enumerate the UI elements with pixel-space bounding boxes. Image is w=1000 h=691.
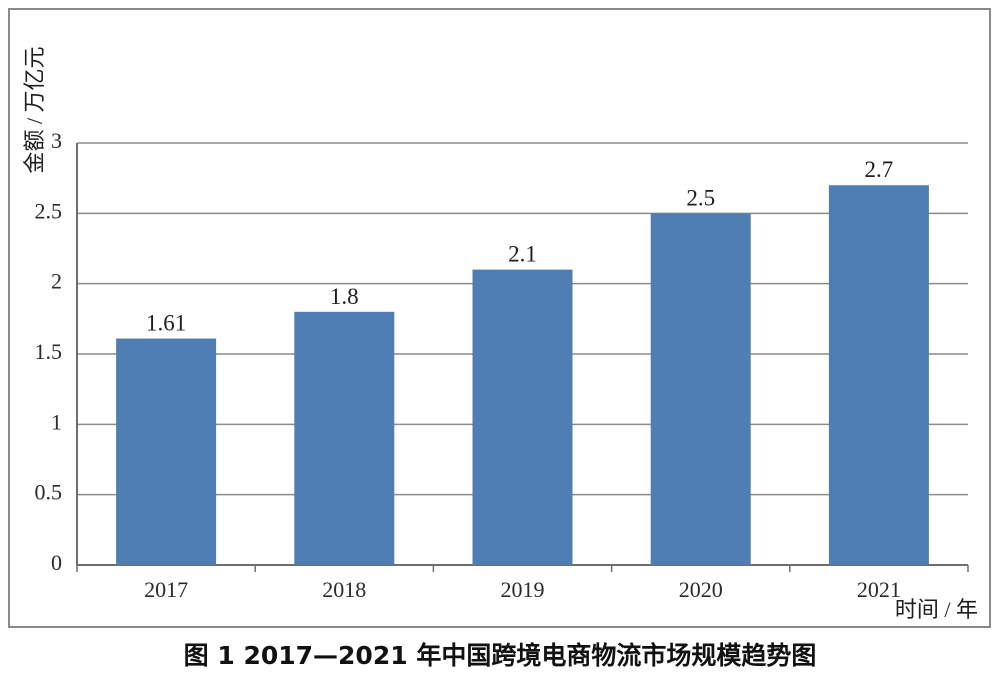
data-label-2017: 1.61 bbox=[146, 311, 186, 336]
y-tick-label: 1.5 bbox=[35, 339, 63, 364]
chart-frame: 1.61 1.8 2.1 2.5 2.7 0 0.5 1 1.5 2 2.5 3 2017 2018 2… bbox=[8, 8, 991, 628]
y-tick-labels: 0 0.5 1 1.5 2 2.5 3 bbox=[35, 128, 63, 575]
data-labels: 1.61 1.8 2.1 2.5 2.7 bbox=[146, 157, 893, 335]
bar-2018 bbox=[294, 311, 395, 565]
y-axis-title: 金额 / 万亿元 bbox=[22, 46, 47, 173]
y-tick-label: 0.5 bbox=[35, 480, 63, 505]
x-axis-title: 时间 / 年 bbox=[895, 597, 978, 622]
x-tick-labels: 2017 2018 2019 2020 2021 bbox=[144, 577, 901, 602]
y-tick-label: 3 bbox=[51, 128, 62, 153]
bar-chart: 1.611.82.12.52.7 00.511.522.53 2017 2018 2… bbox=[22, 46, 978, 622]
y-tick-label: 2 bbox=[51, 269, 62, 294]
y-tick-label: 0 bbox=[51, 550, 62, 575]
x-tick-label: 2020 bbox=[679, 577, 723, 602]
y-tick-label: 1 bbox=[51, 409, 62, 434]
data-label-2021: 2.7 bbox=[865, 157, 894, 182]
x-tick-label: 2019 bbox=[501, 577, 545, 602]
bar-2020 bbox=[650, 213, 751, 566]
bar-2019 bbox=[472, 269, 573, 565]
data-label-2020: 2.5 bbox=[686, 185, 715, 210]
x-tick-label: 2021 bbox=[857, 577, 901, 602]
data-label-2019: 2.1 bbox=[508, 242, 537, 267]
figure-caption: 图 1 2017—2021 年中国跨境电商物流市场规模趋势图 bbox=[183, 641, 817, 670]
bar-2017 bbox=[116, 338, 217, 565]
bar-2021 bbox=[828, 185, 929, 565]
data-label-2018: 1.8 bbox=[330, 284, 359, 309]
y-tick-label: 2.5 bbox=[35, 198, 63, 223]
x-tick-label: 2017 bbox=[144, 577, 188, 602]
x-tick-label: 2018 bbox=[322, 577, 366, 602]
bars bbox=[116, 185, 929, 566]
